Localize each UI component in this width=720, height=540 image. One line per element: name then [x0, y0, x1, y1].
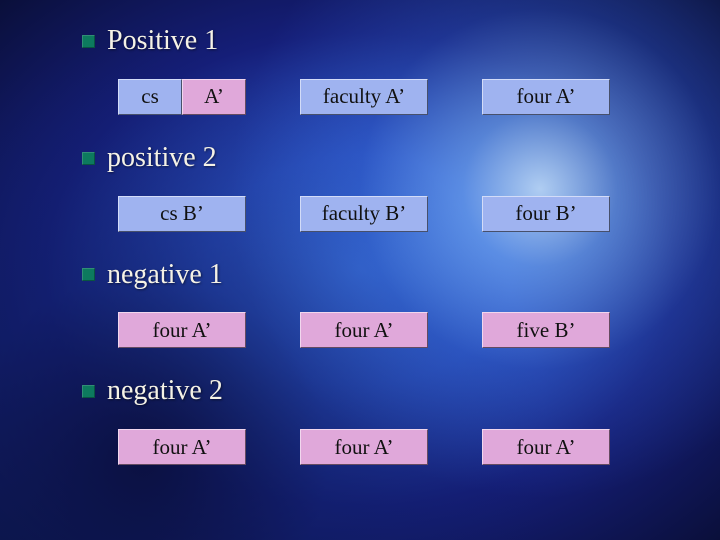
heading-positive-1: Positive 1 [82, 26, 680, 57]
cell: four A’ [482, 429, 610, 465]
row-positive-2: cs B’ faculty B’ four B’ [118, 196, 680, 232]
cell: cs B’ [118, 196, 246, 232]
cell: four A’ [118, 312, 246, 348]
heading-text: Positive 1 [107, 26, 218, 57]
row-negative-1: four A’ four A’ five B’ [118, 312, 680, 348]
cell: faculty B’ [300, 196, 428, 232]
cell: five B’ [482, 312, 610, 348]
heading-positive-2: positive 2 [82, 143, 680, 174]
cell: four A’ [300, 312, 428, 348]
cell: four A’ [300, 429, 428, 465]
bullet-icon [82, 385, 95, 398]
cell-split: cs A’ [118, 79, 246, 115]
cell: four A’ [482, 79, 610, 115]
cell: four A’ [118, 429, 246, 465]
heading-text: negative 1 [107, 260, 223, 291]
heading-text: positive 2 [107, 143, 217, 174]
cell: four B’ [482, 196, 610, 232]
row-positive-1: cs A’ faculty A’ four A’ [118, 79, 680, 115]
cell: faculty A’ [300, 79, 428, 115]
bullet-icon [82, 268, 95, 281]
row-negative-2: four A’ four A’ four A’ [118, 429, 680, 465]
bullet-icon [82, 35, 95, 48]
bullet-icon [82, 152, 95, 165]
heading-text: negative 2 [107, 376, 223, 407]
heading-negative-2: negative 2 [82, 376, 680, 407]
cell-left: cs [118, 79, 182, 115]
cell-right: A’ [182, 79, 246, 115]
slide: Positive 1 cs A’ faculty A’ four A’ posi… [0, 0, 720, 540]
heading-negative-1: negative 1 [82, 260, 680, 291]
slide-content: Positive 1 cs A’ faculty A’ four A’ posi… [82, 26, 680, 493]
